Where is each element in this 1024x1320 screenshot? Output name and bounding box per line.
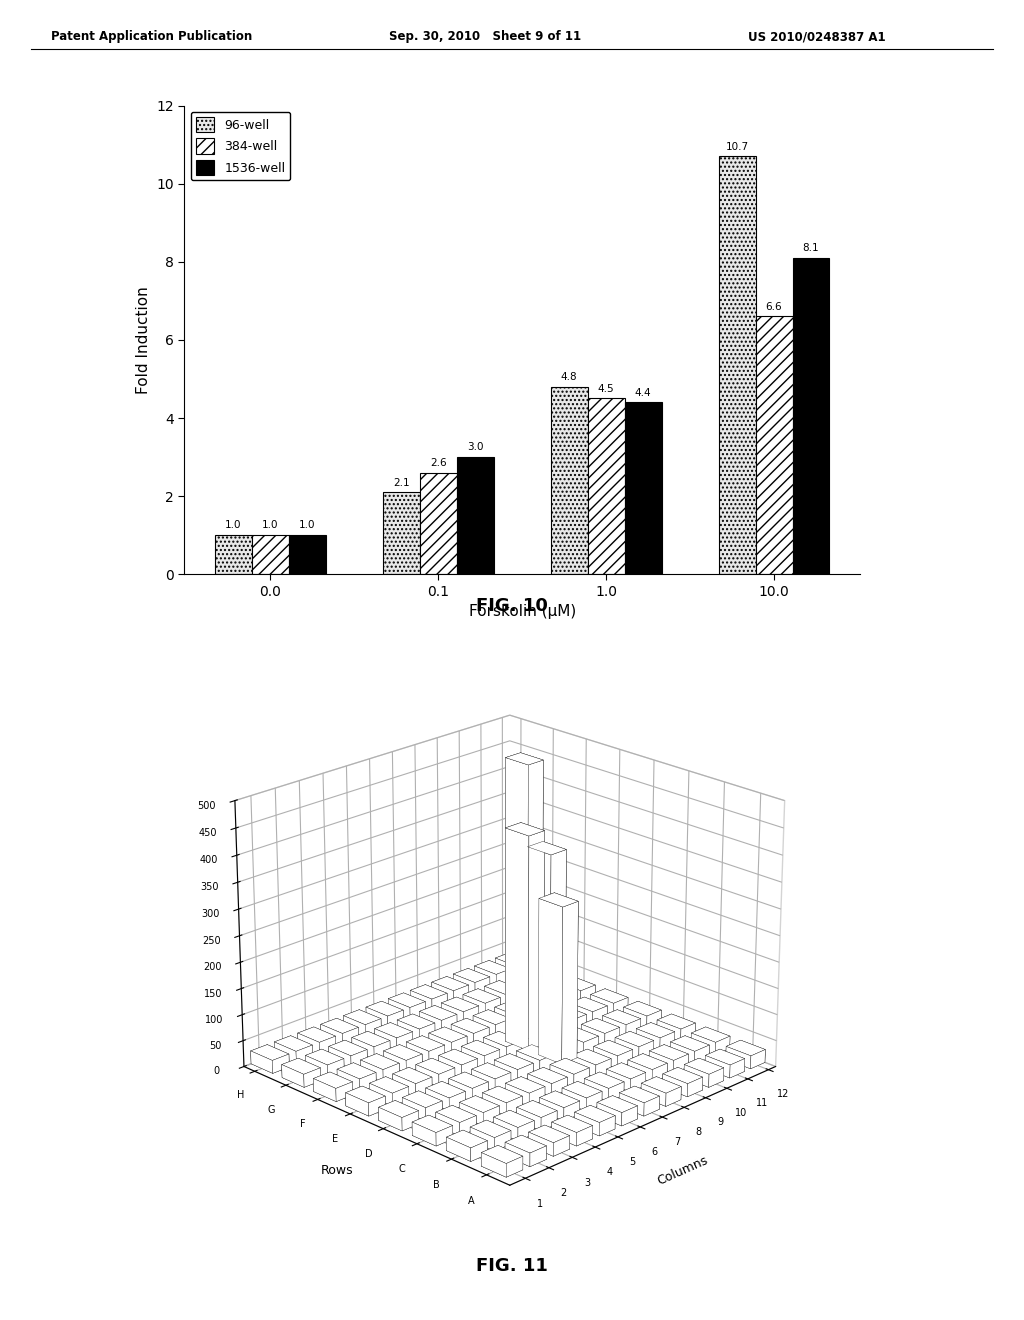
Bar [457,457,494,574]
Text: 1.0: 1.0 [299,520,315,531]
Text: 1.0: 1.0 [225,520,242,531]
Legend: 96-well, 384-well, 1536-well: 96-well, 384-well, 1536-well [190,112,291,180]
Text: 4.8: 4.8 [561,372,578,381]
Bar [215,535,252,574]
Bar [588,399,625,574]
Text: 3.0: 3.0 [467,442,483,453]
Text: 4.4: 4.4 [635,388,651,397]
Bar [719,156,756,574]
X-axis label: Columns: Columns [655,1154,710,1187]
Bar [420,473,457,574]
Bar [383,492,420,574]
Text: 4.5: 4.5 [598,384,614,393]
Text: 8.1: 8.1 [803,243,819,253]
Bar [625,403,662,574]
Text: 2.6: 2.6 [430,458,446,469]
Y-axis label: Fold Induction: Fold Induction [136,286,151,393]
Text: 2.1: 2.1 [393,478,410,487]
Bar [756,317,793,574]
Text: FIG. 11: FIG. 11 [476,1257,548,1275]
Y-axis label: Rows: Rows [321,1164,353,1177]
Bar [252,535,289,574]
Text: Sep. 30, 2010   Sheet 9 of 11: Sep. 30, 2010 Sheet 9 of 11 [389,30,582,44]
Text: US 2010/0248387 A1: US 2010/0248387 A1 [748,30,885,44]
Bar [289,535,326,574]
Text: 10.7: 10.7 [726,141,749,152]
Bar [793,257,829,574]
Text: 1.0: 1.0 [262,520,279,531]
Text: Patent Application Publication: Patent Application Publication [51,30,253,44]
Text: 6.6: 6.6 [766,302,782,312]
Text: FIG. 10: FIG. 10 [476,597,548,615]
Bar [551,387,588,574]
X-axis label: Forskolin (μM): Forskolin (μM) [469,605,575,619]
